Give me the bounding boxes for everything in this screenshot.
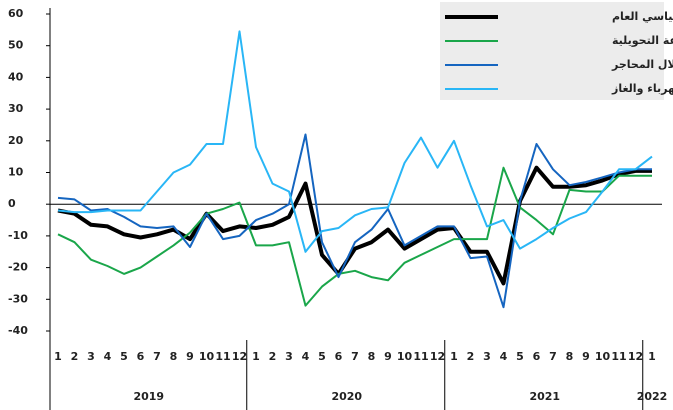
x-tick-label: 6 (533, 350, 541, 363)
x-tick-label: 12 (430, 350, 445, 363)
x-tick-label: 12 (232, 350, 247, 363)
x-tick-label: 10 (595, 350, 611, 363)
x-tick-label: 3 (285, 350, 293, 363)
legend-label: التعدين واستغلال المحاجر (611, 58, 673, 71)
series-line (57, 30, 653, 253)
x-tick-label: 9 (186, 350, 194, 363)
y-tick-label: 20 (8, 134, 24, 147)
x-tick-label: 11 (611, 350, 626, 363)
x-tick-label: 8 (566, 350, 574, 363)
x-tick-label: 3 (483, 350, 491, 363)
series-line (57, 166, 652, 307)
x-tick-label: 4 (104, 350, 112, 363)
x-tick-label: 5 (120, 350, 128, 363)
x-group-label: 2020 (331, 390, 362, 403)
x-tick-label: 9 (384, 350, 392, 363)
x-tick-label: 2 (71, 350, 79, 363)
x-tick-label: 2 (467, 350, 475, 363)
x-tick-label: 2 (269, 350, 277, 363)
x-tick-label: 4 (302, 350, 310, 363)
x-tick-label: 10 (397, 350, 413, 363)
x-tick-label: 7 (351, 350, 359, 363)
x-tick-label: 1 (54, 350, 62, 363)
x-tick-label: 6 (335, 350, 343, 363)
y-tick-label: -20 (8, 261, 28, 274)
x-tick-label: 8 (170, 350, 178, 363)
y-tick-label: -40 (8, 324, 28, 337)
y-tick-label: -30 (8, 292, 28, 305)
x-tick-label: 11 (413, 350, 428, 363)
y-tick-label: 60 (8, 7, 24, 20)
x-tick-label: 9 (582, 350, 590, 363)
x-tick-label: 4 (500, 350, 508, 363)
legend-label: الرقم القياسي العام (612, 10, 673, 23)
x-group-label: 2022 (637, 390, 668, 403)
series-line (57, 165, 652, 286)
series-line (57, 133, 652, 309)
x-tick-label: 6 (137, 350, 145, 363)
y-tick-label: 40 (8, 70, 24, 83)
x-group-label: 2021 (529, 390, 560, 403)
y-tick-label: 50 (8, 39, 24, 52)
x-tick-label: 8 (368, 350, 376, 363)
x-tick-label: 5 (516, 350, 524, 363)
x-tick-label: 5 (318, 350, 326, 363)
legend-label: الصناعة التحويلية (612, 34, 673, 47)
x-tick-label: 11 (215, 350, 230, 363)
x-tick-label: 1 (450, 350, 458, 363)
legend-label: إمدادات الكهرباء والغاز (611, 82, 673, 95)
x-tick-label: 1 (252, 350, 260, 363)
x-tick-label: 7 (153, 350, 161, 363)
y-tick-label: -10 (8, 229, 28, 242)
x-tick-label: 12 (628, 350, 643, 363)
x-group-label: 2019 (133, 390, 164, 403)
x-tick-label: 7 (549, 350, 557, 363)
x-tick-label: 3 (87, 350, 95, 363)
x-tick-label: 1 (648, 350, 656, 363)
y-tick-label: 0 (8, 197, 16, 210)
x-tick-label: 10 (199, 350, 215, 363)
y-tick-label: 10 (8, 166, 24, 179)
y-tick-label: 30 (8, 102, 24, 115)
